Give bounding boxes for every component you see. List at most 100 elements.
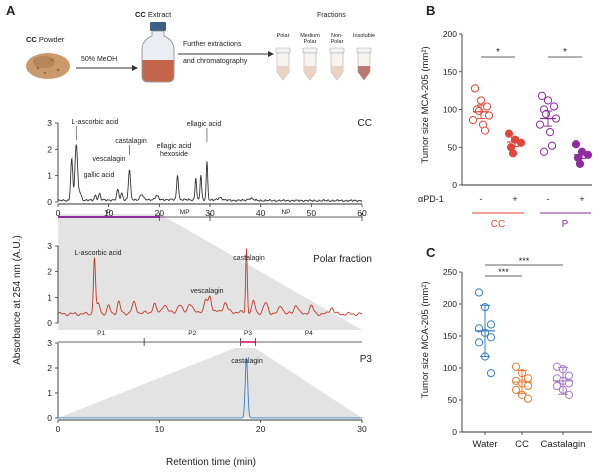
c-ylabel: Tumor size MCA-205 (mm²): [420, 281, 431, 398]
tube-liquid-icon: [358, 66, 370, 80]
y-tick-label: 0: [47, 318, 52, 328]
significance-label: *: [496, 47, 500, 58]
x-tick-label: 10: [155, 424, 165, 434]
data-point: [535, 120, 545, 129]
data-point: [552, 381, 562, 391]
peak-annotation: ellagic acid: [187, 121, 222, 128]
step-line1: Further extractions: [183, 41, 242, 48]
x-tick-label: 30: [357, 424, 367, 434]
tube-cap-icon: [302, 47, 318, 54]
data-point: [474, 338, 484, 347]
data-point: [523, 394, 533, 403]
y-tick-label: 0: [47, 197, 52, 207]
tube-label-2: Medium: [300, 33, 320, 39]
y-tick-label: 200: [443, 299, 457, 309]
a-xlabel: Retention time (min): [166, 457, 256, 468]
powder-pile-icon: [26, 53, 70, 79]
peak-annotation: gallic acid: [84, 172, 115, 179]
panel-c: C Tumor size MCA-205 (mm²) 0 50 100 150 200 2…: [420, 245, 592, 450]
fraction-label: MP: [180, 209, 190, 216]
trace-line: [57, 144, 362, 203]
panel-b-label: B: [426, 3, 435, 18]
scatter-c: 0 50 100 150 200 250 Water CC Castalagin *** ***: [443, 256, 592, 450]
workflow: CC Powder 50% MeOH CC Extract Further ex…: [26, 10, 375, 83]
tube-label-1: Polar: [277, 33, 290, 39]
y-tick-label: 3: [47, 338, 52, 348]
significance-label: *: [563, 47, 567, 58]
fraction-label: P2: [188, 330, 196, 337]
data-point: [482, 102, 492, 111]
peak-annotation: ellagic acid: [157, 143, 192, 150]
solvent-label: 50% MeOH: [81, 56, 117, 63]
y-tick-label: 100: [443, 363, 457, 373]
x-tick-label: 0: [56, 208, 61, 218]
y-tick-label: 0: [452, 180, 457, 190]
significance-label: ***: [519, 256, 530, 266]
group-label: P: [562, 219, 569, 230]
pd1-sign: -: [547, 194, 550, 204]
data-point: [486, 369, 496, 378]
data-point: [486, 320, 496, 329]
peak-annotation: L-ascorbic acid: [71, 119, 118, 126]
data-point: [564, 390, 574, 399]
data-point: [549, 102, 559, 111]
fraction-label: NP: [281, 209, 290, 216]
y-tick-label: 1: [47, 292, 52, 302]
data-point: [516, 138, 526, 147]
b-ylabel: Tumor size MCA-205 (mm²): [420, 46, 431, 163]
powder-label: CC Powder: [26, 35, 65, 44]
tube-label-4: Insoluble: [353, 33, 375, 39]
tube-cap-icon: [275, 47, 291, 54]
row-label: αPD-1: [418, 194, 444, 204]
extract-label: CC Extract: [135, 10, 172, 19]
fraction-label: P4: [305, 330, 313, 337]
data-point: [511, 385, 521, 394]
data-point: [470, 84, 480, 93]
y-tick-label: 0: [452, 427, 457, 437]
peak-annotation: castalagin: [231, 358, 263, 365]
data-point: [474, 106, 484, 116]
x-tick-label: 10: [104, 208, 114, 218]
y-tick-label: 3: [47, 118, 52, 128]
y-tick-label: 3: [47, 241, 52, 251]
x-tick-label: 20: [256, 424, 266, 434]
data-point: [474, 288, 484, 297]
data-point: [468, 115, 478, 125]
peak-annotation: vescalagin: [92, 156, 125, 163]
category-label: CC: [515, 439, 529, 450]
tube-liquid-icon: [277, 66, 289, 80]
data-point: [537, 91, 547, 101]
y-tick-label: 2: [47, 363, 52, 373]
data-point: [545, 128, 555, 137]
trace-line: [58, 357, 362, 419]
data-point: [523, 374, 533, 383]
y-tick-label: 2: [47, 267, 52, 277]
tube-liquid-icon: [304, 66, 316, 80]
tube-liquid-icon: [331, 66, 343, 80]
data-point: [474, 324, 484, 333]
scatter-b: 0 50 100 150 200 - + - + αPD-1 CC P * *: [418, 29, 593, 230]
zoom-shade-3: [58, 348, 362, 418]
chrom-title: CC: [358, 118, 372, 129]
panel-a: A CC Powder 50% MeOH CC Extract Further …: [6, 3, 375, 468]
chrom-title: P3: [360, 354, 373, 365]
step-line2: and chromatography: [183, 58, 248, 65]
x-tick-label: 40: [256, 208, 266, 218]
fraction-label: P1: [97, 330, 105, 337]
pd1-sign: +: [512, 194, 517, 204]
trace-line: [57, 248, 363, 317]
data-point: [484, 111, 494, 120]
x-tick-label: 0: [56, 424, 61, 434]
data-point: [511, 362, 521, 371]
data-point: [571, 140, 581, 149]
peak-annotation: castalagin: [115, 138, 147, 145]
data-point: [486, 333, 496, 342]
data-point: [564, 371, 574, 380]
peak-annotation: castalagin: [233, 255, 265, 262]
data-point: [508, 149, 518, 158]
y-tick-label: 1: [47, 171, 52, 181]
a-ylabel: Absorbance at 254 nm (A.U.): [12, 235, 23, 365]
tube-sublabel-3: Polar: [331, 39, 344, 45]
